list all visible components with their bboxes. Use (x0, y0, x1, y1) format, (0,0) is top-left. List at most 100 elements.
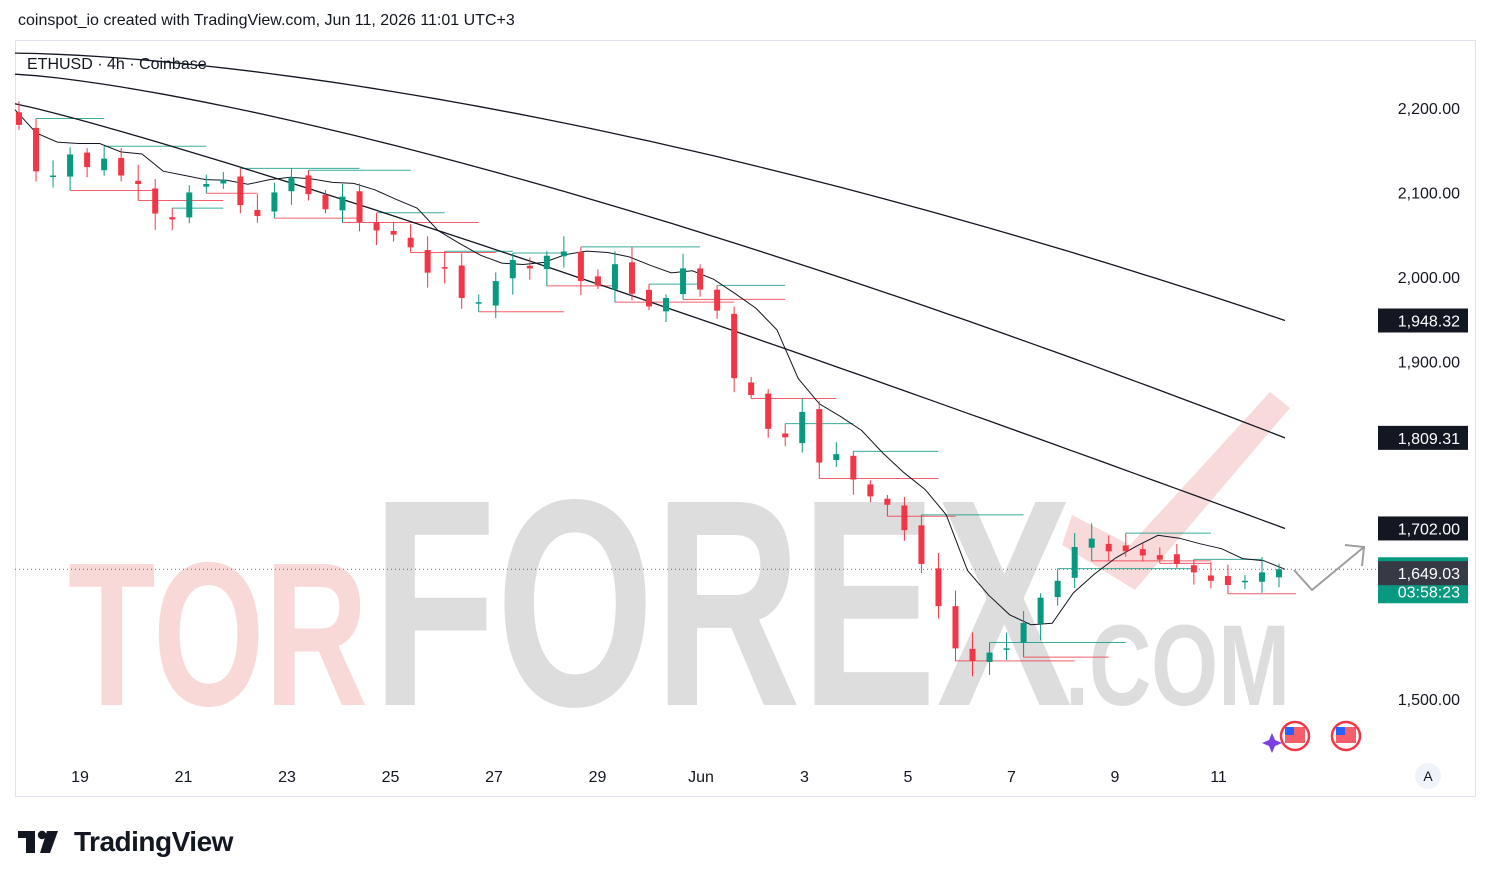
bearish-candle[interactable] (441, 251, 448, 284)
bearish-candle[interactable] (458, 253, 465, 309)
x-tick-label: 9 (1111, 769, 1120, 786)
bearish-candle[interactable] (782, 423, 789, 447)
bullish-candle[interactable] (1241, 575, 1248, 590)
footer-brand: TradingView (18, 826, 233, 858)
bearish-candle[interactable] (697, 264, 704, 297)
bullish-candle[interactable] (680, 253, 687, 300)
bullish-candle[interactable] (67, 147, 74, 191)
economic-events[interactable] (1262, 720, 1362, 753)
sparkle-icon (1262, 733, 1282, 753)
bullish-candle[interactable] (1088, 523, 1095, 561)
bearish-candle[interactable] (322, 190, 329, 214)
bearish-candle[interactable] (577, 246, 584, 296)
bullish-candle[interactable] (1276, 563, 1282, 588)
bearish-candle[interactable] (1156, 547, 1163, 564)
bearish-candle[interactable] (884, 494, 891, 517)
bullish-candle[interactable] (1037, 593, 1044, 641)
bullish-candle[interactable] (101, 146, 108, 176)
bearish-candle[interactable] (901, 497, 908, 541)
bullish-candle[interactable] (799, 398, 806, 453)
y-tick-label: 2,200.00 (1398, 101, 1460, 118)
bearish-candle[interactable] (152, 179, 159, 230)
bearish-candle[interactable] (748, 376, 755, 399)
bullish-candle[interactable] (833, 442, 840, 468)
bearish-candle[interactable] (816, 401, 823, 479)
bearish-candle[interactable] (135, 164, 142, 201)
auto-scale-label: A (1423, 768, 1433, 784)
bearish-candle[interactable] (765, 389, 772, 438)
bullish-candle[interactable] (543, 251, 550, 286)
price-label: 1,702.00 (1378, 516, 1468, 541)
bearish-candle[interactable] (237, 168, 244, 214)
bullish-candle[interactable] (1258, 556, 1265, 593)
bearish-candle[interactable] (714, 285, 721, 319)
bullish-candle[interactable] (203, 174, 210, 194)
bullish-candle[interactable] (560, 236, 567, 268)
bearish-candle[interactable] (1224, 564, 1231, 594)
bearish-candle[interactable] (850, 451, 857, 495)
bullish-candle[interactable] (986, 642, 993, 675)
bearish-candle[interactable] (373, 212, 380, 246)
bearish-candle[interactable] (1122, 533, 1129, 557)
bearish-candle[interactable] (731, 306, 738, 393)
x-axis: 19 21 23 25 27 29 Jun 3 5 7 9 11 (71, 769, 1227, 786)
chart-caption: coinspot_io created with TradingView.com… (18, 12, 515, 29)
bearish-candle[interactable] (16, 101, 22, 130)
bearish-candle[interactable] (1190, 559, 1197, 585)
bullish-candle[interactable] (509, 252, 516, 295)
bullish-candle[interactable] (475, 294, 482, 312)
moving-average-line (14, 109, 1286, 626)
y-tick-label: 1,900.00 (1398, 354, 1460, 371)
bearish-candle[interactable] (867, 480, 874, 503)
watermark: TOR FOREX .COM (68, 392, 1290, 768)
bearish-candle[interactable] (356, 183, 363, 232)
bearish-candle[interactable] (952, 590, 959, 661)
bearish-candle[interactable] (390, 221, 397, 242)
bullish-candle[interactable] (1020, 611, 1027, 658)
bearish-candle[interactable] (1207, 562, 1214, 589)
bearish-candle[interactable] (1173, 543, 1180, 568)
bearish-candle[interactable] (594, 269, 601, 290)
bearish-candle[interactable] (969, 632, 976, 677)
bullish-candle[interactable] (663, 294, 670, 322)
bearish-candle[interactable] (169, 208, 176, 231)
x-tick-label: 21 (175, 769, 193, 786)
bearish-candle[interactable] (1105, 535, 1112, 561)
bullish-candle[interactable] (271, 182, 278, 219)
bearish-candle[interactable] (407, 224, 414, 253)
candles[interactable] (16, 101, 1282, 677)
bearish-candle[interactable] (118, 147, 125, 182)
bearish-candle[interactable] (646, 284, 652, 311)
tradingview-brand: TradingView (74, 826, 233, 857)
bullish-candle[interactable] (339, 184, 346, 223)
bearish-candle[interactable] (918, 514, 925, 573)
bearish-candle[interactable] (424, 236, 431, 288)
bearish-candle[interactable] (935, 552, 942, 619)
bearish-candle[interactable] (254, 194, 261, 223)
bearish-candle[interactable] (84, 148, 91, 178)
x-tick-label: 7 (1007, 769, 1016, 786)
bearish-candle[interactable] (305, 170, 312, 201)
price-label: 1,649.03 (1378, 561, 1468, 586)
bearish-candle[interactable] (33, 118, 40, 182)
moving-average-line (14, 52, 1286, 322)
bullish-candle[interactable] (1003, 632, 1010, 660)
bullish-candle[interactable] (50, 160, 57, 188)
watermark-forex: FOREX (372, 438, 1073, 768)
y-axis: 2,200.00 2,100.00 2,000.00 1,900.00 1,500.00 (1398, 101, 1460, 709)
bullish-candle[interactable] (288, 168, 295, 205)
x-tick-label: 25 (382, 769, 400, 786)
bearish-candle[interactable] (628, 247, 635, 301)
bullish-candle[interactable] (611, 251, 618, 303)
y-tick-label: 2,000.00 (1398, 270, 1460, 287)
bullish-candle[interactable] (492, 272, 499, 319)
bearish-candle[interactable] (526, 257, 533, 280)
x-tick-label: 11 (1210, 769, 1227, 786)
bullish-candle[interactable] (186, 185, 193, 224)
bullish-candle[interactable] (1054, 568, 1061, 606)
auto-scale-button[interactable]: A (1415, 763, 1441, 789)
bullish-candle[interactable] (220, 171, 227, 189)
bullish-candle[interactable] (1071, 533, 1078, 588)
bearish-candle[interactable] (1139, 543, 1146, 562)
